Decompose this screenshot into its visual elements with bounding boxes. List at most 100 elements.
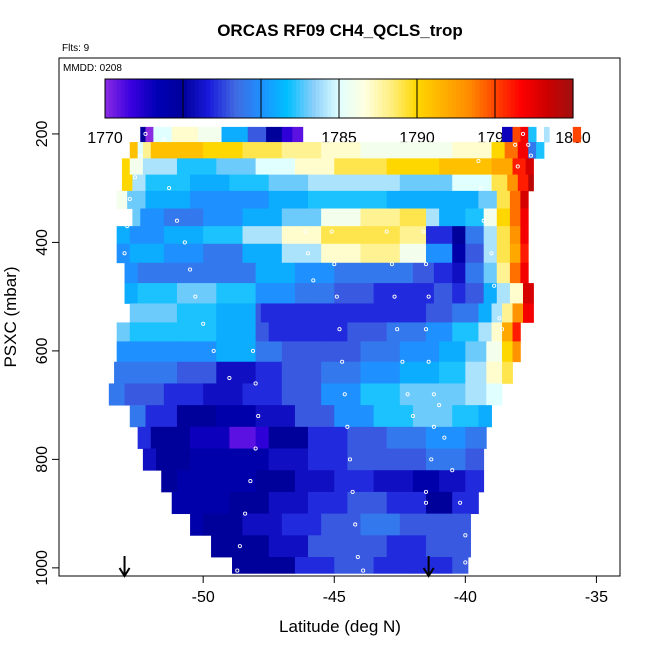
colorbar-segment xyxy=(194,79,200,118)
flight-track-point xyxy=(127,196,132,202)
heatmap-cell xyxy=(509,283,524,304)
flight-track-point xyxy=(361,568,366,573)
flight-track-point xyxy=(353,522,358,527)
heatmap-cell xyxy=(483,243,498,264)
flight-track-point xyxy=(526,142,531,147)
heatmap-cell xyxy=(150,426,191,449)
flight-track-point xyxy=(345,424,350,429)
heatmap-cell xyxy=(399,243,427,264)
heatmap-cell xyxy=(465,208,485,227)
colorbar-segment xyxy=(463,79,469,118)
heatmap-cell xyxy=(127,190,146,209)
heatmap-cell xyxy=(129,158,144,176)
flight-track-point xyxy=(188,267,193,272)
heatmap-cell xyxy=(465,262,485,284)
y-axis-title: PSXC (mbar) xyxy=(1,266,20,367)
heatmap-cell xyxy=(520,262,529,284)
colorbar-segment xyxy=(565,79,570,118)
colorbar-segment xyxy=(264,79,270,118)
heatmap-cell xyxy=(242,383,283,406)
heatmap-cell xyxy=(268,174,309,192)
flight-track-point xyxy=(450,468,455,473)
colorbar-segment xyxy=(175,79,180,118)
heatmap-cell xyxy=(129,142,139,159)
flights-label: Flts: 9 xyxy=(62,43,90,54)
heatmap-cell xyxy=(452,491,479,515)
colorbar-segment xyxy=(280,79,285,118)
heatmap-cell xyxy=(502,303,513,323)
heatmap-cell xyxy=(150,142,165,159)
heatmap-cell xyxy=(129,303,144,323)
colorbar-segment xyxy=(210,79,215,118)
heatmap-cell xyxy=(347,303,388,323)
heatmap-cell xyxy=(486,383,503,406)
heatmap-cell xyxy=(137,142,144,159)
heatmap-cell xyxy=(465,226,485,245)
colorbar-segment xyxy=(183,79,188,118)
flight-track-point xyxy=(332,262,337,267)
colorbar-segment xyxy=(253,79,258,118)
heatmap-cell xyxy=(129,405,146,428)
heatmap-cell xyxy=(496,262,511,284)
colorbar-segment xyxy=(136,79,141,118)
flight-track-point xyxy=(237,544,242,549)
heatmap-cell xyxy=(176,283,217,304)
flight-track-point xyxy=(489,251,494,256)
heatmap-cell xyxy=(255,426,270,449)
colorbar-segment xyxy=(378,79,383,118)
flight-track-point xyxy=(248,479,253,484)
heatmap-cell xyxy=(426,491,453,515)
flight-track-point xyxy=(106,365,111,370)
flight-track-point xyxy=(109,338,114,343)
heatmap-cell xyxy=(255,557,296,574)
heatmap-cell xyxy=(360,142,401,159)
heatmap-cell xyxy=(399,513,440,536)
colorbar-segment xyxy=(510,79,516,118)
heatmap-cell xyxy=(399,383,440,406)
flight-track-point xyxy=(104,392,109,397)
heatmap-cell xyxy=(294,283,335,304)
flight-track-point xyxy=(227,375,232,381)
heatmap-cell xyxy=(229,448,270,471)
heatmap-cell xyxy=(536,142,545,159)
heatmap-cell xyxy=(255,341,283,363)
heatmap-cell xyxy=(132,208,141,227)
colorbar-segment xyxy=(553,79,558,118)
heatmap-cell xyxy=(321,208,361,227)
flight-track-point xyxy=(392,294,397,299)
heatmap-cell xyxy=(465,243,485,264)
colorbar-segment xyxy=(534,79,539,118)
heatmap-cell xyxy=(528,126,537,143)
colorbar-segment xyxy=(327,79,332,118)
heatmap-cell xyxy=(255,322,270,342)
heatmap-cell xyxy=(386,158,440,176)
heatmap-cell xyxy=(412,557,453,574)
heatmap-cell xyxy=(121,174,133,192)
heatmap-cell xyxy=(426,208,440,227)
colorbar-segment xyxy=(456,79,461,118)
heatmap-cell xyxy=(486,361,503,384)
heatmap-cell xyxy=(465,361,487,384)
flight-track-point xyxy=(463,560,468,565)
flight-track-point xyxy=(534,164,539,169)
heatmap-cell xyxy=(465,341,487,363)
heatmap-cell xyxy=(520,226,529,245)
heatmap-cell xyxy=(281,341,322,363)
flight-track-point xyxy=(429,457,434,462)
colorbar-segment xyxy=(319,79,324,118)
colorbar-segment xyxy=(144,79,149,118)
heatmap-cell xyxy=(242,142,283,159)
heatmap-cell xyxy=(412,283,435,304)
colorbar-segment xyxy=(545,79,551,118)
colorbar: 1770177517801785179017951800 xyxy=(87,78,591,147)
heatmap-cell xyxy=(137,262,178,284)
heatmap-cell xyxy=(347,426,388,449)
heatmap-cell xyxy=(203,226,243,245)
flight-track-point xyxy=(426,294,431,299)
heatmap-cell xyxy=(452,262,466,284)
colorbar-segment xyxy=(413,79,418,118)
heatmap-cell xyxy=(465,448,485,471)
heatmap-cell xyxy=(281,126,293,143)
heatmap-cell xyxy=(281,243,322,264)
